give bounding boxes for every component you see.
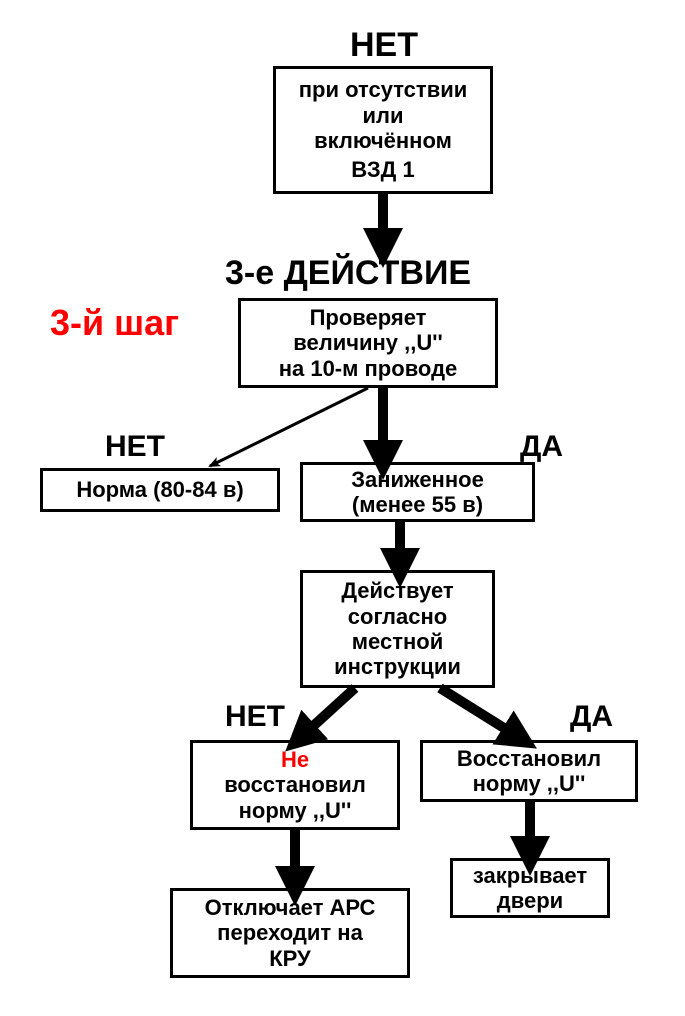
- node-text: переходит на: [217, 920, 363, 945]
- label-step-heading: 3-й шаг: [50, 302, 179, 344]
- label-branch2-no: НЕТ: [225, 700, 285, 734]
- label-branch1-no: НЕТ: [105, 430, 165, 464]
- node-text: Отключает АРС: [205, 895, 376, 920]
- node-close-doors: закрывает двери: [450, 858, 610, 918]
- node-text: Действует: [341, 578, 453, 603]
- node-text-red: Не: [281, 747, 309, 772]
- node-text: на 10-м проводе: [279, 356, 458, 381]
- node-text: при отсутствии: [299, 77, 468, 102]
- node-restored: Восстановил норму ,,U'': [420, 740, 638, 802]
- node-text: восстановил: [224, 772, 366, 797]
- node-text: Восстановил: [457, 746, 601, 771]
- node-text: включённом: [314, 128, 452, 153]
- label-top-no: НЕТ: [350, 26, 418, 65]
- node-text: Заниженное: [351, 467, 484, 492]
- node-text: ВЗД 1: [351, 157, 414, 182]
- node-text: местной: [352, 629, 443, 654]
- flowchart-canvas: НЕТ 3-е ДЕЙСТВИЕ 3-й шаг НЕТ ДА НЕТ ДА п…: [0, 0, 685, 1016]
- node-text: величину ,,U'': [293, 330, 442, 355]
- node-text: норму ,,U'': [239, 798, 352, 823]
- node-text: (менее 55 в): [352, 492, 483, 517]
- node-low-voltage: Заниженное (менее 55 в): [300, 462, 535, 522]
- node-text: Норма (80-84 в): [76, 477, 243, 502]
- node-text: норму ,,U'': [473, 771, 586, 796]
- node-text: инструкции: [334, 654, 461, 679]
- node-text: закрывает: [473, 863, 587, 888]
- node-vzd1: при отсутствии или включённом ВЗД 1: [273, 66, 493, 194]
- node-text: двери: [497, 888, 563, 913]
- label-branch2-yes: ДА: [570, 700, 613, 734]
- node-check-u: Проверяет величину ,,U'' на 10-м проводе: [238, 298, 498, 388]
- node-local-instruction: Действует согласно местной инструкции: [300, 570, 495, 688]
- label-action-heading: 3-е ДЕЙСТВИЕ: [225, 254, 471, 293]
- node-not-restored: Не восстановил норму ,,U'': [190, 740, 400, 830]
- node-switch-kru: Отключает АРС переходит на КРУ: [170, 888, 410, 978]
- node-norm: Норма (80-84 в): [40, 468, 280, 512]
- node-text: или: [362, 103, 403, 128]
- node-text: Проверяет: [310, 305, 427, 330]
- node-text: согласно: [348, 604, 447, 629]
- node-text: КРУ: [269, 946, 311, 971]
- label-branch1-yes: ДА: [520, 430, 563, 464]
